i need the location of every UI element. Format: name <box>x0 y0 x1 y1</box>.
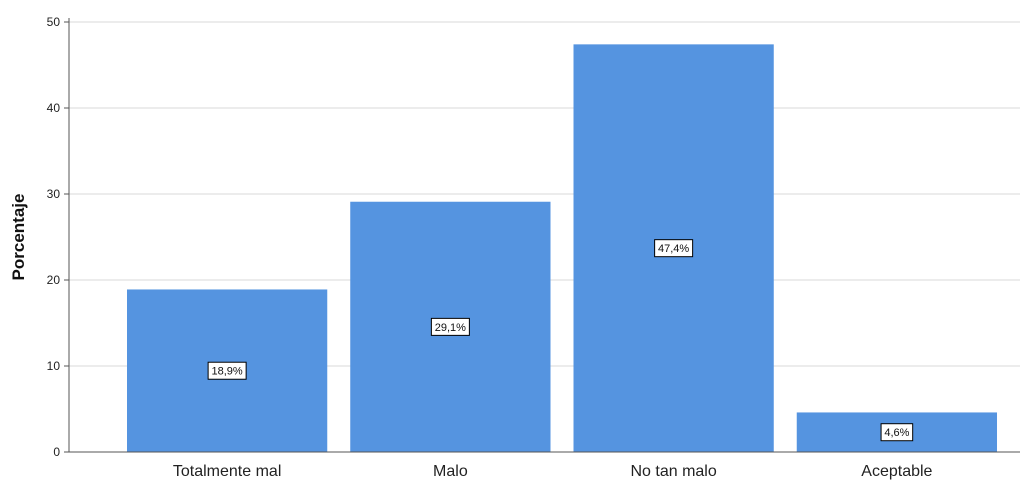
y-axis-title: Porcentaje <box>9 194 28 281</box>
x-category-label: Malo <box>433 463 468 480</box>
y-tick-label: 40 <box>47 101 61 115</box>
data-label: 4,6% <box>884 427 909 439</box>
x-axis-categories: Totalmente mal Malo No tan malo Aceptable <box>173 463 933 480</box>
y-tick-label: 0 <box>53 445 60 459</box>
y-axis-ticks: 0 10 20 30 40 50 <box>47 15 69 459</box>
x-category-label: Aceptable <box>861 463 932 480</box>
data-label-box <box>430 317 470 336</box>
y-tick-label: 10 <box>47 359 61 373</box>
x-category-label: Totalmente mal <box>173 463 282 480</box>
y-tick-label: 30 <box>47 187 61 201</box>
data-label-box <box>207 361 247 380</box>
y-tick-label: 50 <box>47 15 61 29</box>
x-category-label: No tan malo <box>630 463 716 480</box>
bars <box>69 44 1020 453</box>
data-label: 47,4% <box>658 243 689 255</box>
data-label-box <box>880 423 914 442</box>
data-labels: 18,9% 29,1% 47,4% 4,6% <box>207 239 914 442</box>
data-label: 29,1% <box>435 322 466 334</box>
data-label: 18,9% <box>212 366 243 378</box>
y-tick-label: 20 <box>47 273 61 287</box>
data-label-box <box>654 239 694 258</box>
